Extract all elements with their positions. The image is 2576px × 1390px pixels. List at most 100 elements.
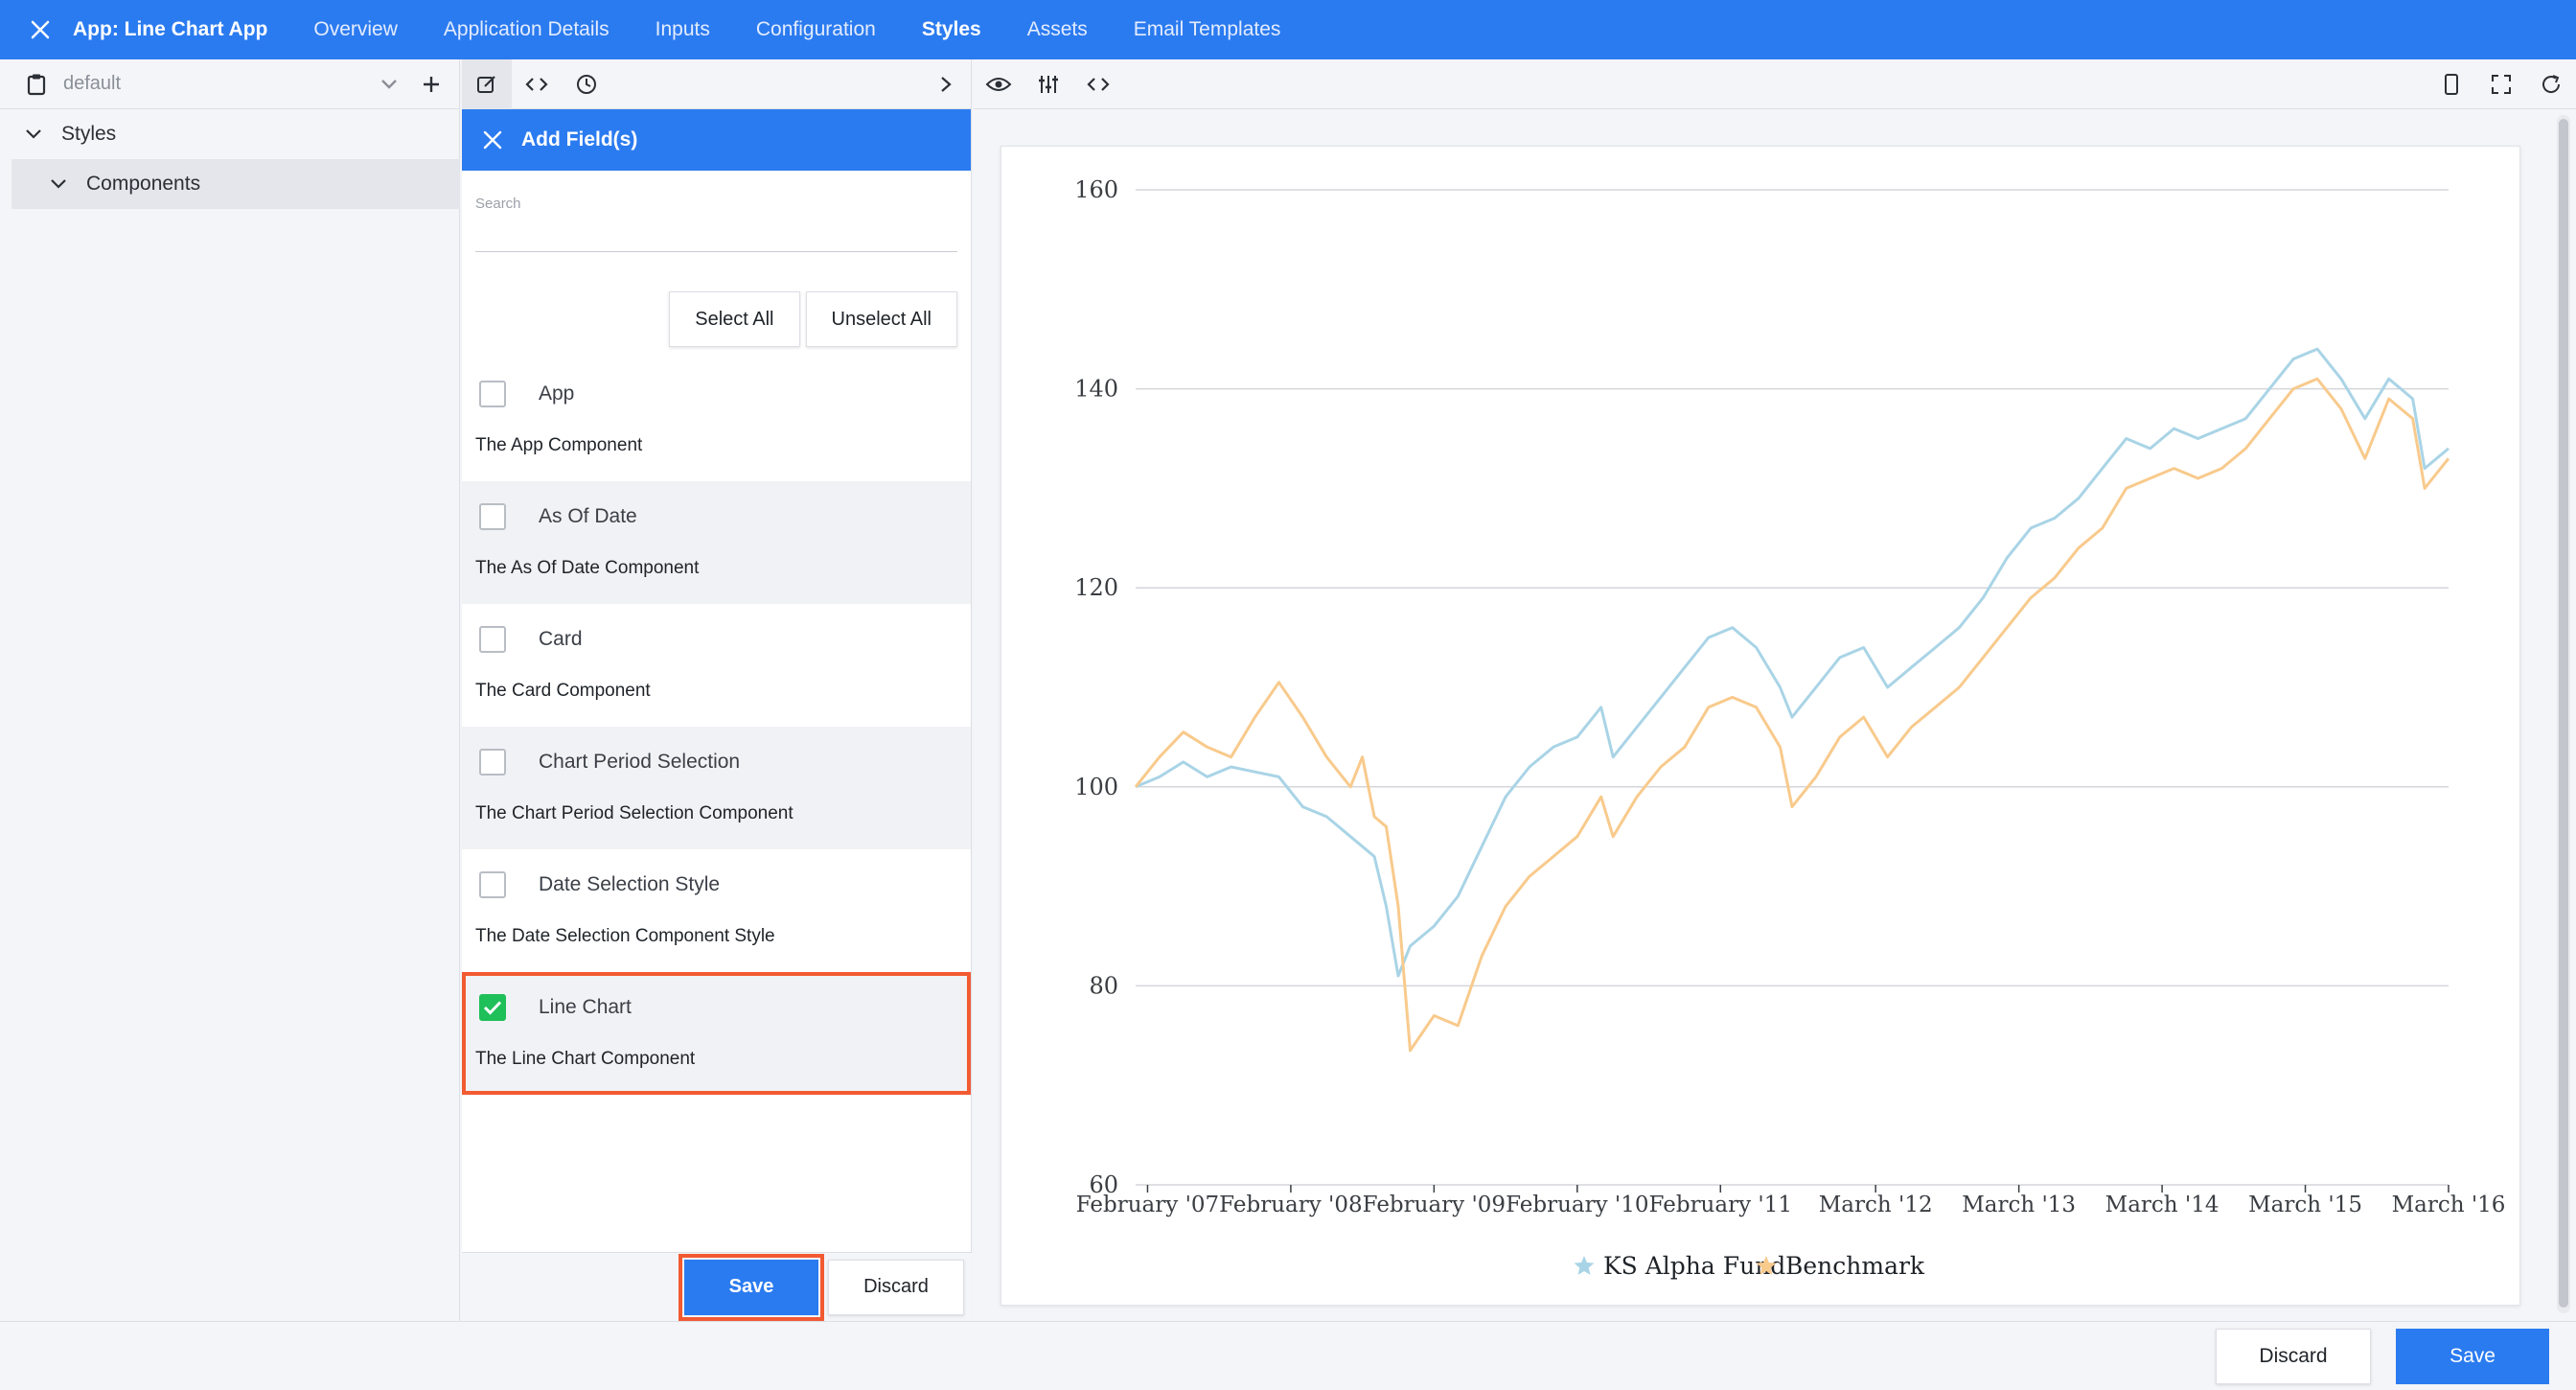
x-tick-label: March '12 (1819, 1193, 1933, 1217)
y-tick-label: 160 (1074, 176, 1118, 203)
scrollbar[interactable] (2557, 115, 2570, 1313)
search-input[interactable] (475, 212, 957, 252)
field-list: App The App Component As Of Date The As … (462, 359, 971, 1095)
x-tick-label: February '08 (1219, 1193, 1362, 1217)
checkbox[interactable] (479, 626, 506, 653)
line-chart: 60 80 100 120 140 160 February '07 February '08… (1074, 176, 2505, 1280)
app-title: App: Line Chart App (73, 18, 268, 40)
tab-configuration[interactable]: Configuration (755, 18, 876, 40)
field-description: The As Of Date Component (475, 558, 700, 578)
chevron-down-icon (21, 122, 46, 147)
line-chart-card: 60 80 100 120 140 160 February '07 February '08… (1000, 146, 2520, 1306)
field-name: Chart Period Selection (539, 751, 741, 773)
list-item[interactable]: Chart Period Selection The Chart Period … (462, 727, 971, 849)
y-tick-label: 60 (1089, 1171, 1118, 1198)
series-line-fund (1135, 347, 2450, 978)
code-icon[interactable] (1073, 59, 1123, 109)
x-tick-label: March '13 (1962, 1193, 2076, 1217)
checkbox-checked[interactable] (479, 994, 506, 1021)
checkbox[interactable] (479, 503, 506, 530)
field-name: Card (539, 628, 583, 650)
close-app-icon[interactable] (21, 11, 59, 49)
field-description: The Card Component (475, 681, 651, 701)
checkbox[interactable] (479, 749, 506, 776)
list-item[interactable]: App The App Component (462, 359, 971, 481)
field-name: As Of Date (539, 505, 637, 527)
tab-styles[interactable]: Styles (921, 18, 981, 40)
x-tick-label: March '15 (2248, 1193, 2362, 1217)
x-tick-label: February '07 (1076, 1193, 1219, 1217)
selection-buttons: Select All Unselect All (462, 270, 971, 359)
tab-email-templates[interactable]: Email Templates (1133, 18, 1281, 40)
tab-application-details[interactable]: Application Details (443, 18, 610, 40)
field-description: The Date Selection Component Style (475, 926, 775, 946)
refresh-icon[interactable] (2526, 59, 2576, 109)
series-line-benchmark (1134, 377, 2450, 1053)
field-description: The Line Chart Component (475, 1049, 696, 1069)
search-field: Search (462, 171, 971, 270)
theme-name: default (63, 73, 122, 94)
eye-icon[interactable] (974, 59, 1024, 109)
bottom-action-bar: Discard Save (0, 1321, 2576, 1390)
x-tick-label: February '10 (1506, 1193, 1648, 1217)
x-tick-label: February '11 (1649, 1193, 1792, 1217)
x-tick-label: March '14 (2105, 1193, 2220, 1217)
list-item-line-chart[interactable]: Line Chart The Line Chart Component (462, 972, 971, 1095)
field-name: App (539, 382, 575, 405)
legend-star-icon (1756, 1256, 1777, 1275)
styles-sidebar: default Styles Components (0, 59, 460, 1321)
tree-item-label: Components (86, 173, 201, 195)
preview-toolbar (974, 59, 2576, 109)
scrollbar-thumb[interactable] (2559, 119, 2568, 1308)
y-tick-label: 140 (1074, 376, 1118, 403)
field-row: As Of Date (475, 481, 957, 543)
field-row: Line Chart (475, 972, 957, 1033)
y-tick-label: 100 (1074, 774, 1118, 800)
history-icon[interactable] (562, 59, 611, 109)
chevron-right-icon[interactable] (921, 59, 971, 109)
top-nav-bar: App: Line Chart App Overview Application… (0, 0, 2576, 59)
close-icon[interactable] (477, 125, 508, 155)
legend-label: Benchmark (1785, 1252, 1925, 1280)
unselect-all-button[interactable]: Unselect All (805, 291, 957, 347)
chevron-down-icon[interactable] (375, 70, 403, 99)
add-fields-save-button[interactable]: Save (678, 1253, 824, 1321)
code-icon[interactable] (512, 59, 562, 109)
checkbox[interactable] (479, 871, 506, 898)
field-name: Date Selection Style (539, 873, 721, 895)
preview-panel: 60 80 100 120 140 160 February '07 February '08… (974, 59, 2576, 1321)
mobile-icon[interactable] (2426, 59, 2476, 109)
editor-toolbar (462, 58, 971, 109)
add-fields-panel: Add Field(s) Search Select All Unselect … (462, 58, 972, 1321)
add-fields-discard-button[interactable]: Discard (828, 1259, 964, 1315)
tab-overview[interactable]: Overview (313, 18, 398, 40)
field-description: The App Component (475, 435, 643, 455)
field-name: Line Chart (539, 996, 632, 1018)
checkmark-icon (483, 1001, 502, 1015)
list-item[interactable]: As Of Date The As Of Date Component (462, 481, 971, 604)
sliders-icon[interactable] (1024, 59, 1073, 109)
tab-assets[interactable]: Assets (1026, 18, 1088, 40)
theme-selector[interactable]: default (0, 59, 459, 109)
tree-item-components[interactable]: Components (12, 159, 460, 209)
legend-star-icon (1574, 1256, 1595, 1275)
legend-label: KS Alpha Fund (1603, 1252, 1785, 1280)
add-theme-icon[interactable] (417, 70, 446, 99)
checkbox[interactable] (479, 381, 506, 407)
field-description: The Chart Period Selection Component (475, 803, 794, 823)
list-item[interactable]: Card The Card Component (462, 604, 971, 727)
field-row: Date Selection Style (475, 849, 957, 911)
fullscreen-icon[interactable] (2476, 59, 2526, 109)
field-row: App (475, 359, 957, 420)
tree-item-styles[interactable]: Styles (0, 109, 459, 159)
list-item[interactable]: Date Selection Style The Date Selection … (462, 849, 971, 972)
clipboard-icon (25, 73, 48, 96)
discard-button[interactable]: Discard (2216, 1328, 2371, 1384)
save-button[interactable]: Save (2396, 1328, 2549, 1384)
x-tick-label: February '09 (1363, 1193, 1506, 1217)
field-row: Card (475, 604, 957, 665)
select-all-button[interactable]: Select All (669, 291, 800, 347)
tab-inputs[interactable]: Inputs (655, 18, 710, 40)
add-fields-title: Add Field(s) (521, 128, 638, 151)
edit-icon[interactable] (462, 58, 512, 109)
